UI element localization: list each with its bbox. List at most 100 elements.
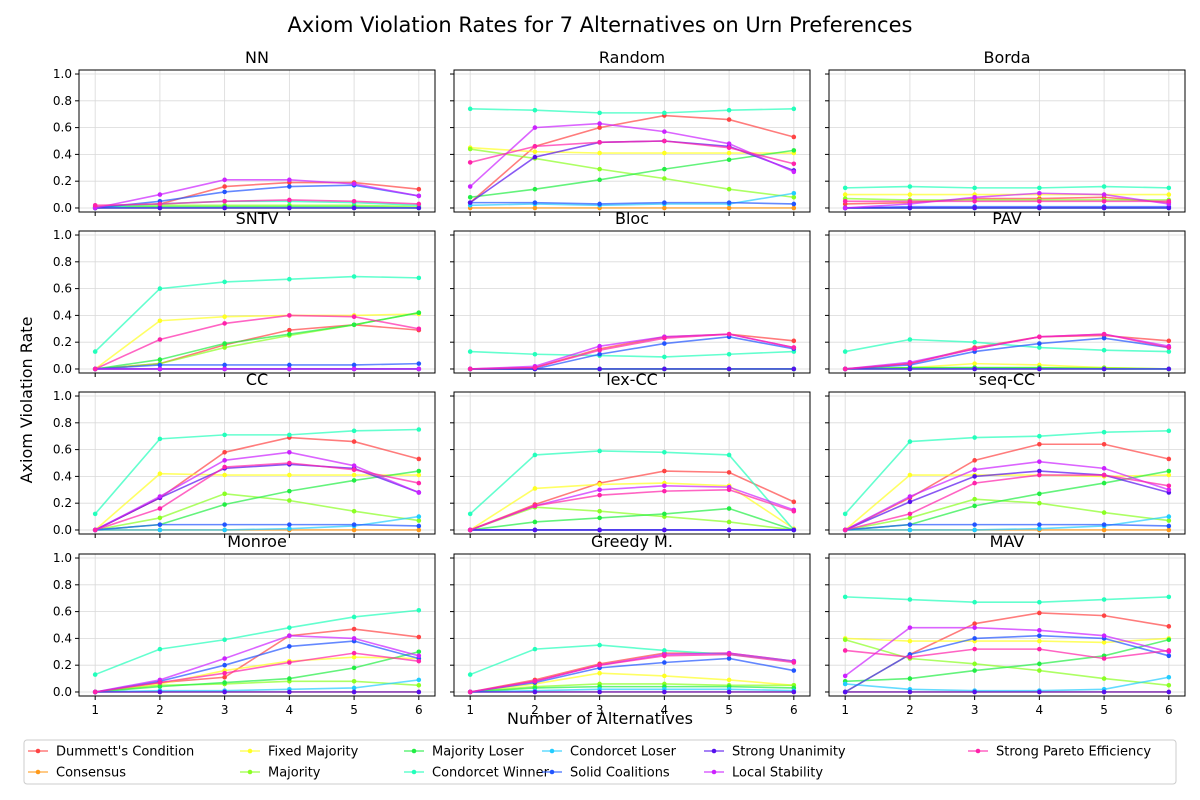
series-line — [844, 443, 1169, 531]
data-point — [842, 198, 848, 204]
data-point — [842, 681, 848, 687]
data-point — [351, 522, 357, 527]
panel-pav: PAV — [825, 209, 1186, 377]
data-point — [351, 527, 357, 533]
legend-marker — [711, 769, 717, 775]
series-consensus — [467, 205, 797, 211]
series-line — [95, 311, 419, 370]
series-majority-loser — [842, 637, 1172, 684]
series-line — [845, 337, 1169, 370]
data-point — [157, 522, 163, 527]
data-point — [157, 286, 163, 291]
data-point — [972, 621, 977, 626]
data-point — [351, 362, 357, 368]
data-point — [222, 656, 227, 661]
data-point — [416, 456, 422, 462]
series-line — [95, 651, 420, 693]
series-line — [470, 201, 794, 205]
data-point — [416, 607, 422, 613]
series-line — [469, 470, 795, 531]
panel-title: Monroe — [227, 532, 287, 551]
data-point — [157, 337, 163, 342]
data-point — [1166, 518, 1172, 523]
data-point — [416, 310, 422, 316]
data-point — [726, 487, 732, 493]
legend-entry-fixed-majority: Fixed Majority — [240, 745, 359, 760]
series-line — [845, 192, 1169, 209]
data-point — [972, 480, 977, 486]
data-point — [157, 689, 163, 695]
data-point — [597, 140, 602, 145]
data-point — [662, 335, 667, 341]
series-strong-pareto-efficiency — [467, 652, 797, 695]
y-tick-label: 0.8 — [53, 94, 72, 108]
series-majority — [467, 504, 797, 533]
data-point — [467, 672, 473, 677]
data-point — [467, 160, 473, 165]
x-tick-label: 1 — [466, 703, 474, 717]
legend-label: Local Stability — [732, 766, 823, 781]
series-condorcet-winner — [842, 594, 1172, 605]
data-point — [662, 673, 667, 679]
data-point — [662, 660, 667, 665]
data-point — [842, 527, 848, 533]
series-line — [845, 596, 1169, 604]
data-point — [1037, 638, 1042, 644]
data-point — [726, 186, 732, 192]
data-point — [1166, 624, 1172, 629]
data-point — [662, 653, 667, 659]
data-point — [662, 354, 667, 360]
data-point — [351, 614, 357, 620]
data-point — [416, 677, 422, 683]
data-point — [416, 682, 422, 688]
y-tick-label: 0.6 — [53, 605, 72, 619]
data-point — [791, 338, 797, 344]
data-point — [791, 499, 797, 505]
data-point — [532, 125, 538, 130]
data-point — [157, 318, 163, 324]
x-tick-label: 3 — [971, 703, 979, 717]
data-point — [726, 145, 732, 150]
data-point — [1101, 331, 1107, 337]
series-line — [845, 338, 1169, 353]
legend-frame — [23, 739, 1177, 785]
data-point — [416, 689, 422, 695]
series-line — [94, 609, 419, 676]
data-point — [222, 432, 227, 438]
data-point — [726, 107, 732, 113]
panel-mav: MAV 1 2 3 4 5 6 — [825, 532, 1186, 717]
data-point — [287, 449, 292, 455]
data-point — [287, 366, 292, 372]
series-line — [845, 498, 1169, 531]
data-point — [416, 468, 422, 474]
y-tick-label: 0.6 — [53, 121, 72, 135]
series-strong-pareto-efficiency — [842, 331, 1172, 372]
data-point — [842, 637, 848, 643]
data-point — [662, 176, 667, 181]
data-point — [351, 685, 357, 691]
data-point — [972, 689, 977, 695]
data-point — [1166, 689, 1172, 695]
data-point — [1101, 613, 1107, 618]
x-tick-label: 6 — [415, 703, 423, 717]
data-point — [467, 106, 473, 112]
series-condorcet-loser — [467, 190, 797, 208]
data-point — [972, 636, 977, 641]
data-point — [972, 346, 977, 352]
panel-title: MAV — [990, 532, 1025, 551]
series-line — [845, 197, 1169, 201]
data-point — [1101, 597, 1107, 602]
data-point — [287, 276, 292, 282]
data-point — [726, 351, 732, 357]
data-point — [222, 670, 227, 676]
data-point — [597, 662, 602, 668]
data-point — [351, 322, 357, 328]
panel-frame — [828, 230, 1186, 374]
data-point — [907, 439, 913, 444]
data-point — [662, 110, 667, 116]
data-point — [1166, 637, 1172, 643]
y-tick-label: 0.4 — [53, 308, 72, 322]
x-tick-label: 6 — [790, 703, 798, 717]
series-line — [94, 472, 419, 531]
series-line — [844, 470, 1170, 531]
